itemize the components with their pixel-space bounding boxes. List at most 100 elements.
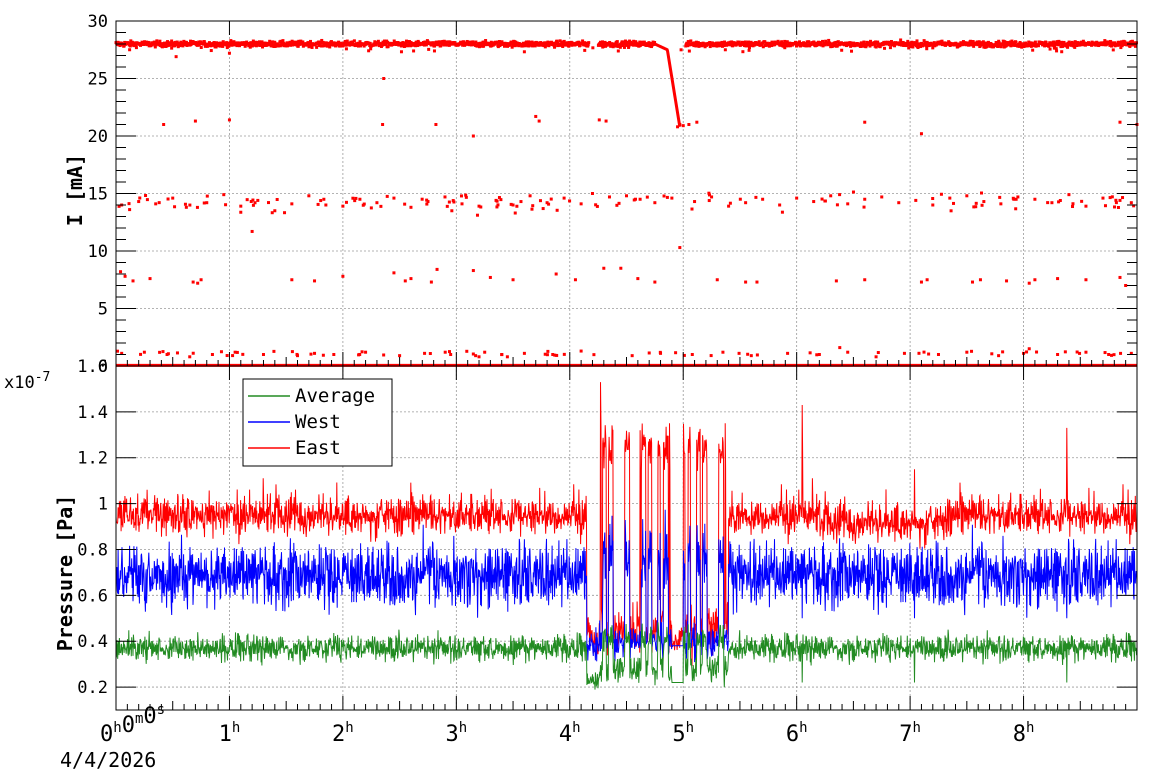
current-data-point bbox=[1132, 204, 1136, 208]
time-tick-label: 2h bbox=[332, 720, 354, 747]
current-baseline-point bbox=[123, 40, 127, 44]
current-baseline-point bbox=[995, 42, 999, 46]
current-baseline-point bbox=[448, 40, 452, 44]
current-baseline-point bbox=[497, 40, 501, 44]
current-baseline-point bbox=[281, 41, 285, 45]
pressure-y-tick-label: 1 bbox=[98, 495, 108, 515]
current-baseline-point bbox=[703, 45, 707, 49]
current-baseline-point bbox=[1014, 40, 1018, 44]
current-baseline-point bbox=[581, 39, 585, 43]
current-baseline-point bbox=[309, 39, 313, 43]
current-data-point bbox=[545, 353, 549, 357]
current-baseline-point bbox=[741, 50, 745, 54]
current-data-point bbox=[513, 211, 517, 215]
current-baseline-point bbox=[601, 45, 605, 49]
current-baseline-point bbox=[315, 45, 319, 49]
current-data-point bbox=[876, 351, 880, 355]
current-baseline-point bbox=[997, 44, 1001, 48]
current-data-point bbox=[241, 352, 245, 356]
current-baseline-point bbox=[289, 43, 293, 47]
current-baseline-point bbox=[1009, 44, 1013, 48]
current-baseline-point bbox=[132, 44, 136, 48]
current-data-point bbox=[1112, 353, 1116, 357]
current-data-point bbox=[162, 123, 166, 126]
current-baseline-point bbox=[174, 40, 178, 44]
current-baseline-point bbox=[433, 44, 437, 48]
current-data-point bbox=[670, 196, 674, 200]
current-baseline-point bbox=[818, 41, 822, 45]
current-baseline-point bbox=[166, 40, 170, 44]
current-baseline-point bbox=[542, 44, 546, 48]
current-baseline-point bbox=[977, 40, 981, 44]
current-baseline-point bbox=[414, 44, 418, 48]
current-data-point bbox=[270, 211, 274, 215]
current-baseline-point bbox=[906, 39, 910, 43]
current-baseline-point bbox=[1060, 42, 1064, 46]
current-data-point bbox=[1084, 204, 1088, 208]
current-data-point bbox=[1129, 351, 1133, 355]
current-baseline-point bbox=[618, 45, 622, 49]
current-data-point bbox=[341, 274, 345, 278]
current-baseline-point bbox=[1111, 48, 1115, 52]
current-data-point bbox=[838, 193, 842, 197]
current-baseline-point bbox=[623, 42, 627, 46]
current-data-point bbox=[425, 198, 429, 202]
current-baseline-point bbox=[369, 47, 373, 51]
current-baseline-point bbox=[983, 45, 987, 49]
current-data-point bbox=[157, 201, 161, 205]
current-data-point bbox=[980, 203, 984, 207]
current-baseline-point bbox=[329, 40, 333, 44]
current-baseline-point bbox=[225, 41, 229, 45]
current-baseline-point bbox=[153, 41, 157, 45]
current-baseline-point bbox=[616, 49, 620, 53]
current-baseline-point bbox=[990, 42, 994, 46]
current-baseline-point bbox=[823, 43, 827, 47]
current-baseline-point bbox=[783, 46, 787, 50]
current-data-point bbox=[477, 204, 481, 208]
current-baseline-point bbox=[910, 40, 914, 44]
current-data-point bbox=[978, 278, 982, 282]
current-baseline-point bbox=[1052, 46, 1056, 50]
current-data-point bbox=[1110, 353, 1114, 357]
current-baseline-point bbox=[373, 40, 377, 44]
current-data-point bbox=[471, 134, 475, 138]
current-data-point bbox=[755, 353, 759, 357]
current-baseline-point bbox=[1054, 47, 1058, 51]
current-baseline-point bbox=[175, 40, 179, 44]
current-baseline-point bbox=[1082, 41, 1086, 45]
current-data-point bbox=[184, 205, 188, 209]
current-data-point bbox=[625, 194, 628, 198]
current-baseline-point bbox=[416, 43, 420, 47]
current-data-point bbox=[199, 278, 203, 282]
current-data-point bbox=[590, 192, 594, 195]
current-data-point bbox=[139, 352, 143, 356]
current-baseline-point bbox=[162, 41, 166, 45]
current-data-point bbox=[460, 202, 464, 206]
current-baseline-point bbox=[1012, 42, 1016, 46]
current-baseline-point bbox=[1023, 44, 1027, 48]
current-baseline-point bbox=[377, 41, 381, 45]
current-baseline-point bbox=[1028, 44, 1032, 48]
current-baseline-point bbox=[407, 43, 411, 47]
current-baseline-point bbox=[201, 42, 205, 46]
current-baseline-point bbox=[737, 40, 741, 44]
current-baseline-point bbox=[627, 44, 631, 48]
current-baseline-point bbox=[609, 44, 613, 48]
current-baseline-point bbox=[1108, 43, 1112, 47]
current-baseline-point bbox=[689, 39, 693, 43]
current-baseline-point bbox=[687, 40, 691, 44]
current-baseline-point bbox=[212, 43, 216, 47]
current-data-point bbox=[931, 197, 935, 201]
current-baseline-point bbox=[223, 41, 227, 45]
current-baseline-point bbox=[1043, 44, 1047, 48]
current-data-point bbox=[522, 351, 526, 355]
current-baseline-point bbox=[209, 49, 213, 53]
current-baseline-point bbox=[603, 40, 607, 44]
current-baseline-point bbox=[218, 44, 222, 48]
current-baseline-point bbox=[816, 40, 820, 44]
current-baseline-point bbox=[1065, 42, 1069, 46]
current-baseline-point bbox=[439, 44, 443, 48]
exponent-base: x10 bbox=[4, 373, 35, 393]
current-baseline-point bbox=[723, 40, 727, 44]
current-baseline-point bbox=[1120, 40, 1124, 44]
